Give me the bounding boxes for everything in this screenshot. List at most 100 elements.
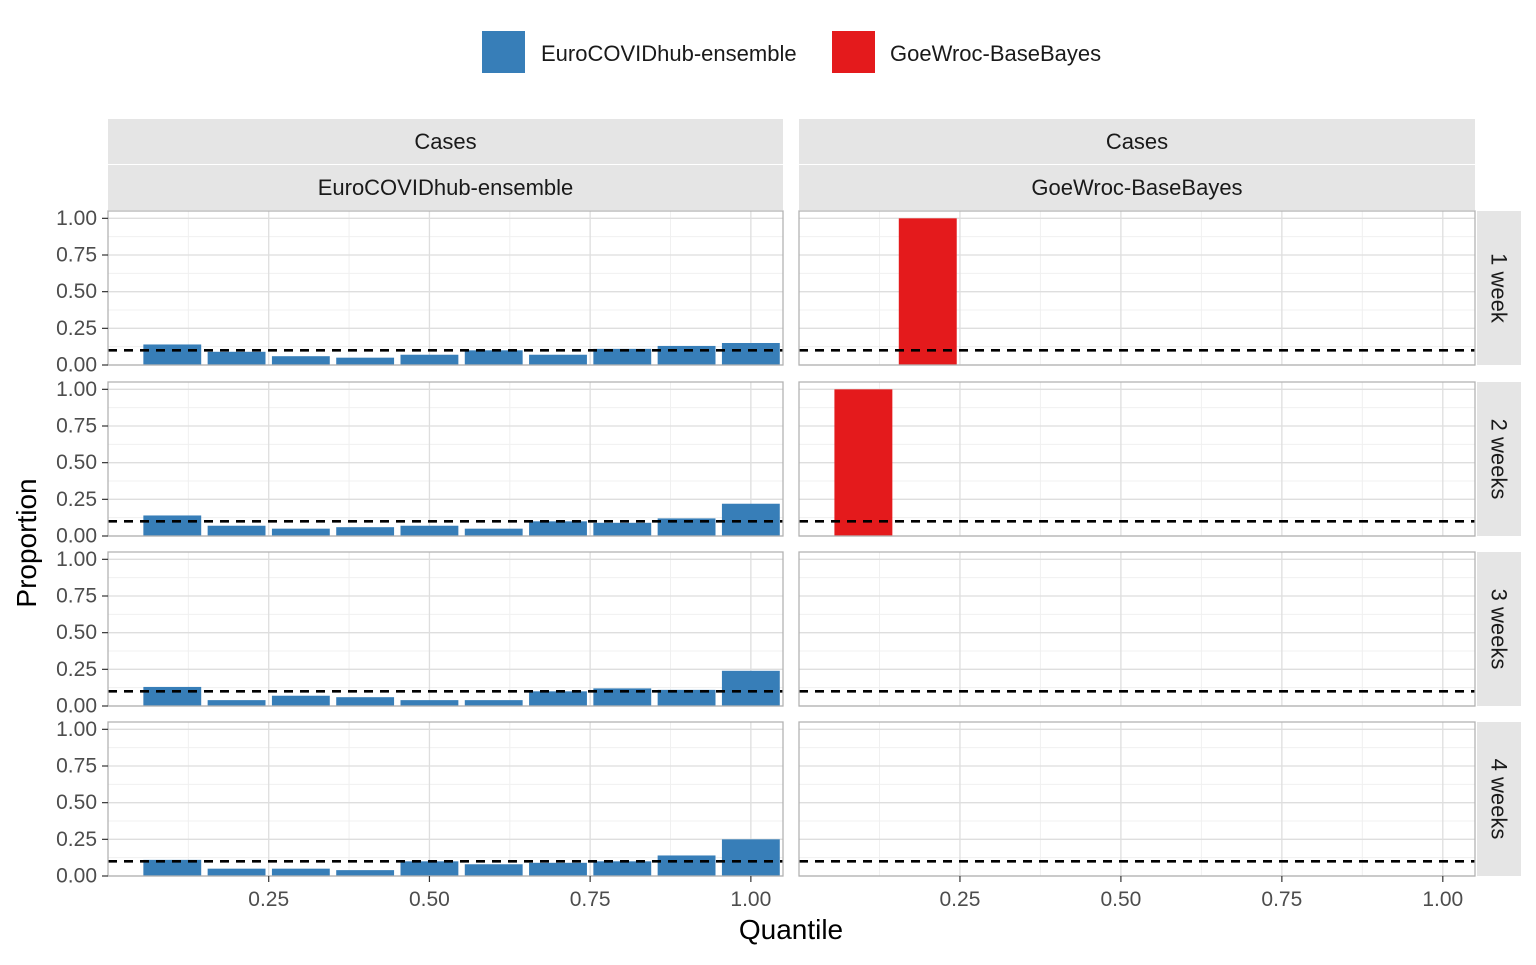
bar bbox=[336, 697, 395, 706]
panel-2-2 bbox=[798, 381, 1476, 537]
x-tick-label: 0.75 bbox=[570, 888, 611, 911]
strip-right-label-1: 1 week bbox=[1487, 253, 1512, 324]
bar bbox=[207, 525, 266, 536]
panel-border bbox=[798, 210, 1476, 366]
bar bbox=[721, 839, 780, 876]
y-tick-label: 1.00 bbox=[56, 548, 97, 571]
strip-right-bg-2 bbox=[1477, 382, 1521, 536]
y-tick-label: 0.50 bbox=[56, 791, 97, 814]
bar bbox=[593, 688, 652, 706]
bar bbox=[143, 859, 202, 876]
y-tick-label: 0.50 bbox=[56, 451, 97, 474]
panel-border bbox=[107, 721, 784, 877]
y-tick-label: 0.25 bbox=[56, 828, 97, 851]
panel-background bbox=[108, 722, 783, 876]
strip-right-label-2: 2 weeks bbox=[1487, 419, 1512, 500]
x-tick-label: 1.00 bbox=[730, 888, 771, 911]
panel-border bbox=[798, 381, 1476, 537]
bar bbox=[464, 864, 523, 876]
bar bbox=[593, 861, 652, 876]
bar bbox=[400, 354, 459, 365]
bar bbox=[271, 356, 330, 365]
bar bbox=[464, 528, 523, 536]
y-tick-label: 0.00 bbox=[56, 695, 97, 718]
bar bbox=[271, 868, 330, 876]
bar bbox=[593, 348, 652, 365]
bar bbox=[529, 354, 587, 365]
y-tick-label: 0.50 bbox=[56, 621, 97, 644]
bar bbox=[721, 670, 780, 706]
y-tick-label: 1.00 bbox=[56, 207, 97, 230]
legend-swatch-1 bbox=[482, 31, 525, 73]
panel-3-1: 0.00 0.25 0.50 0.75 1.00 bbox=[56, 548, 784, 718]
y-tick-label: 0.00 bbox=[56, 354, 97, 377]
x-axis-title: Quantile bbox=[739, 914, 843, 945]
bar bbox=[464, 700, 523, 706]
legend-label-2: GoeWroc-BaseBayes bbox=[890, 41, 1101, 66]
y-tick-label: 0.75 bbox=[56, 585, 97, 608]
panel-background bbox=[799, 552, 1475, 706]
panel-border bbox=[107, 551, 784, 707]
bar bbox=[400, 525, 459, 536]
bar bbox=[657, 855, 716, 876]
y-axis-title: Proportion bbox=[11, 478, 42, 607]
bar bbox=[143, 686, 202, 706]
x-tick-label: 0.50 bbox=[1100, 888, 1141, 911]
strip-right-label-3: 3 weeks bbox=[1487, 589, 1512, 670]
strip-model-bg-1 bbox=[108, 165, 783, 210]
bar bbox=[336, 357, 395, 365]
bar bbox=[271, 695, 330, 706]
x-tick-label: 1.00 bbox=[1422, 888, 1463, 911]
strip-top-bg-1 bbox=[108, 119, 783, 164]
bar bbox=[529, 521, 587, 536]
bar bbox=[657, 518, 716, 536]
y-tick-label: 0.75 bbox=[56, 415, 97, 438]
x-tick-label: 0.75 bbox=[1261, 888, 1302, 911]
panel-4-2: 0.25 0.50 0.75 1.00 bbox=[798, 721, 1476, 911]
x-tick-label: 0.25 bbox=[248, 888, 289, 911]
bar bbox=[336, 527, 395, 536]
bar bbox=[143, 344, 202, 365]
y-tick-label: 1.00 bbox=[56, 718, 97, 741]
bar bbox=[400, 861, 459, 876]
y-tick-label: 0.25 bbox=[56, 488, 97, 511]
legend-swatch-2 bbox=[832, 31, 875, 73]
panel-border bbox=[798, 551, 1476, 707]
y-tick-label: 0.00 bbox=[56, 865, 97, 888]
bar bbox=[271, 528, 330, 536]
strip-model-label-2: GoeWroc-BaseBayes bbox=[1031, 175, 1242, 200]
strip-right-bg-1 bbox=[1477, 211, 1521, 365]
bar bbox=[400, 700, 459, 706]
y-tick-label: 1.00 bbox=[56, 378, 97, 401]
bar bbox=[336, 870, 395, 876]
legend-label-1: EuroCOVIDhub-ensemble bbox=[541, 41, 797, 66]
strip-right-bg-3 bbox=[1477, 552, 1521, 706]
panel-background bbox=[799, 382, 1475, 536]
panel-background bbox=[799, 722, 1475, 876]
bar bbox=[721, 503, 780, 536]
bar bbox=[593, 522, 652, 536]
strip-model-bg-2 bbox=[799, 165, 1475, 210]
bar bbox=[898, 218, 957, 365]
y-tick-label: 0.50 bbox=[56, 280, 97, 303]
y-tick-label: 0.75 bbox=[56, 755, 97, 778]
panel-2-1: 0.00 0.25 0.50 0.75 1.00 bbox=[56, 378, 784, 548]
panel-border bbox=[107, 210, 784, 366]
y-tick-label: 0.25 bbox=[56, 317, 97, 340]
y-tick-label: 0.00 bbox=[56, 525, 97, 548]
panel-1-2 bbox=[798, 210, 1476, 366]
strip-top-label-2: Cases bbox=[1106, 129, 1168, 154]
panel-background bbox=[108, 211, 783, 365]
panel-border bbox=[798, 721, 1476, 877]
bar bbox=[529, 691, 587, 706]
y-tick-label: 0.75 bbox=[56, 244, 97, 267]
bar bbox=[657, 345, 716, 365]
bar bbox=[143, 515, 202, 536]
panel-border bbox=[107, 381, 784, 537]
strip-top-bg-2 bbox=[799, 119, 1475, 164]
bar bbox=[834, 389, 893, 536]
panel-background bbox=[108, 382, 783, 536]
bar bbox=[207, 351, 266, 365]
